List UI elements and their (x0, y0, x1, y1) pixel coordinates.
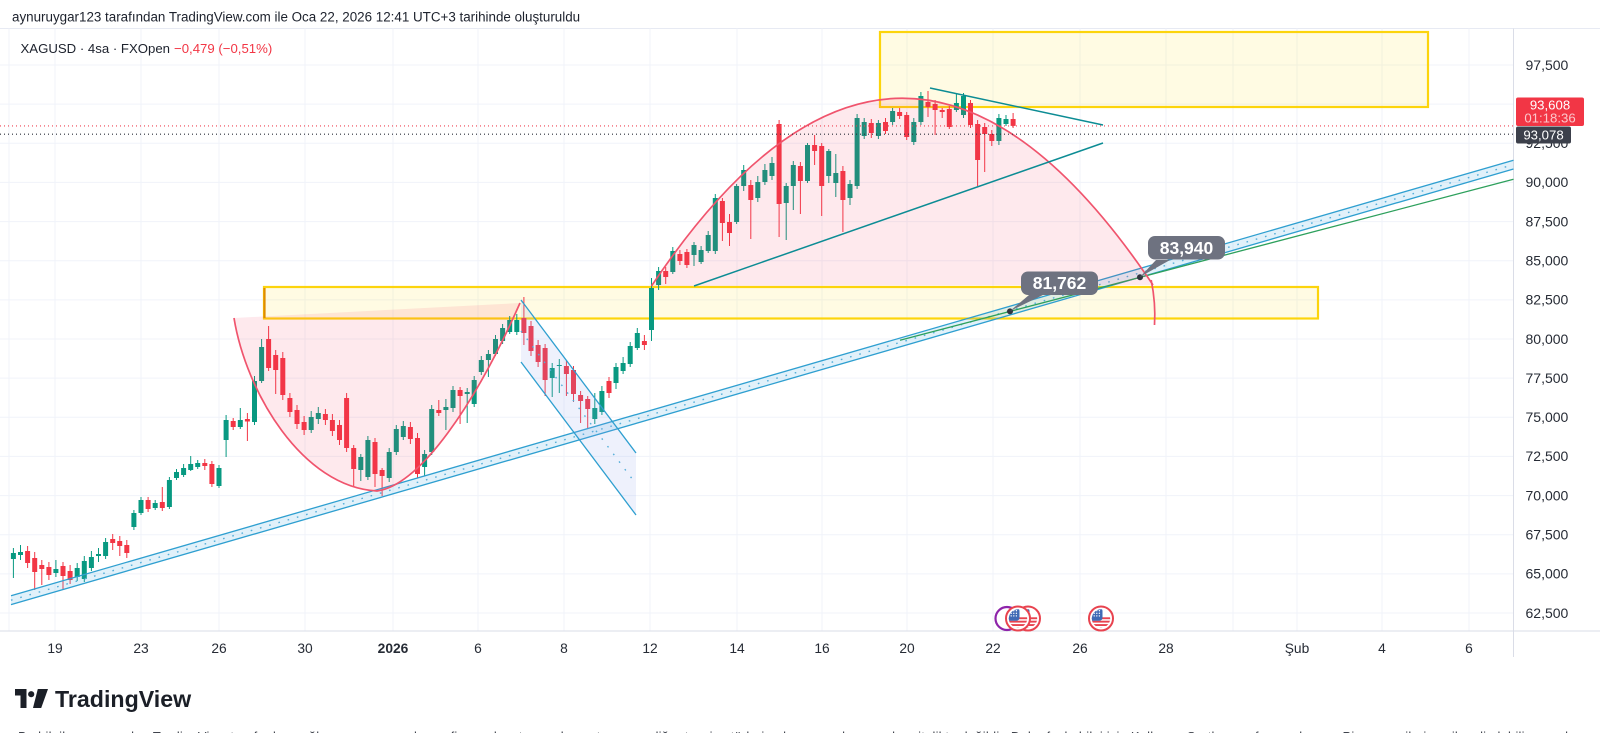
svg-text:93,608: 93,608 (1530, 98, 1570, 113)
svg-text:82,500: 82,500 (1526, 292, 1569, 308)
svg-text:90,000: 90,000 (1526, 174, 1569, 190)
svg-text:14: 14 (729, 641, 745, 656)
svg-text:62,500: 62,500 (1526, 605, 1569, 621)
svg-text:81,762: 81,762 (1033, 273, 1087, 293)
svg-text:28: 28 (1158, 641, 1174, 656)
svg-text:6: 6 (474, 641, 482, 656)
svg-text:8: 8 (560, 641, 568, 656)
svg-text:83,940: 83,940 (1160, 238, 1214, 258)
svg-text:93,078: 93,078 (1523, 128, 1563, 143)
svg-text:77,500: 77,500 (1526, 370, 1569, 386)
svg-text:−0,479 (−0,51%): −0,479 (−0,51%) (174, 41, 272, 56)
svg-text:aynuruygar123 tarafından Tradi: aynuruygar123 tarafından TradingView.com… (12, 10, 580, 25)
svg-text:6: 6 (1465, 641, 1473, 656)
svg-text:67,500: 67,500 (1526, 527, 1569, 543)
svg-text:97,500: 97,500 (1526, 57, 1569, 73)
svg-text:30: 30 (297, 641, 313, 656)
svg-text:16: 16 (814, 641, 830, 656)
svg-text:TradingView: TradingView (55, 686, 192, 712)
svg-text:80,000: 80,000 (1526, 331, 1569, 347)
svg-text:26: 26 (1072, 641, 1088, 656)
svg-text:72,500: 72,500 (1526, 448, 1569, 464)
svg-text:Şub: Şub (1285, 641, 1310, 656)
svg-text:70,000: 70,000 (1526, 487, 1569, 503)
svg-text:12: 12 (642, 641, 657, 656)
svg-text:22: 22 (985, 641, 1000, 656)
svg-text:75,000: 75,000 (1526, 409, 1569, 425)
svg-text:2026: 2026 (378, 641, 409, 656)
svg-text:20: 20 (899, 641, 915, 656)
svg-text:XAGUSD · 4sa · FXOpen: XAGUSD · 4sa · FXOpen (21, 41, 171, 56)
svg-text:23: 23 (133, 641, 149, 656)
svg-text:01:18:36: 01:18:36 (1524, 111, 1575, 126)
svg-text:87,500: 87,500 (1526, 213, 1569, 229)
svg-text:85,000: 85,000 (1526, 253, 1569, 269)
svg-text:26: 26 (211, 641, 227, 656)
svg-text:65,000: 65,000 (1526, 566, 1569, 582)
svg-text:4: 4 (1378, 641, 1386, 656)
svg-text:19: 19 (47, 641, 63, 656)
